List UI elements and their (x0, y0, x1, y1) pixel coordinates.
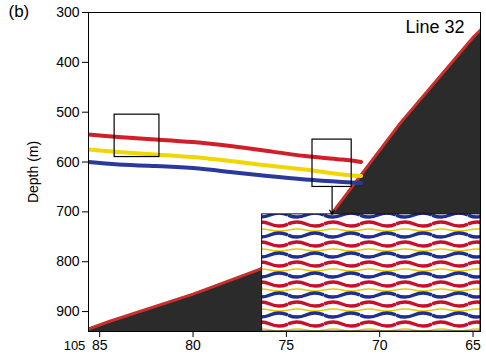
svg-text:Depth (m): Depth (m) (25, 141, 41, 203)
svg-text:300: 300 (56, 4, 80, 20)
svg-text:800: 800 (56, 253, 80, 269)
svg-text:400: 400 (56, 54, 80, 70)
svg-text:65: 65 (465, 337, 481, 353)
svg-text:80: 80 (185, 337, 201, 353)
svg-text:(b): (b) (9, 2, 30, 21)
svg-text:900: 900 (56, 303, 80, 319)
svg-text:700: 700 (56, 203, 80, 219)
svg-text:105: 105 (64, 338, 86, 353)
svg-text:75: 75 (279, 337, 295, 353)
svg-text:Line 32: Line 32 (405, 17, 464, 37)
svg-text:600: 600 (56, 154, 80, 170)
svg-text:85: 85 (92, 337, 108, 353)
svg-text:500: 500 (56, 104, 80, 120)
svg-text:70: 70 (372, 337, 388, 353)
